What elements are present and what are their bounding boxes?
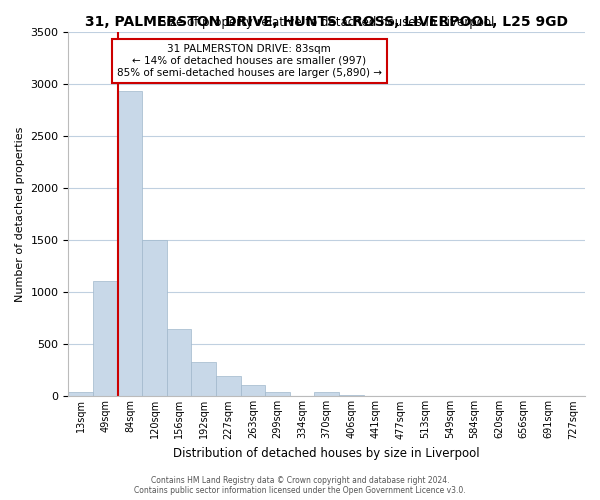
Bar [314, 392, 339, 396]
Title: 31, PALMERSTON DRIVE, HUNTS CROSS, LIVERPOOL, L25 9GD: 31, PALMERSTON DRIVE, HUNTS CROSS, LIVER… [85, 15, 568, 29]
Bar [191, 362, 216, 396]
Text: Contains HM Land Registry data © Crown copyright and database right 2024.
Contai: Contains HM Land Registry data © Crown c… [134, 476, 466, 495]
Bar [265, 392, 290, 396]
Bar [339, 395, 364, 396]
Text: Size of property relative to detached houses in Liverpool: Size of property relative to detached ho… [159, 16, 494, 28]
Bar [241, 386, 265, 396]
X-axis label: Distribution of detached houses by size in Liverpool: Distribution of detached houses by size … [173, 447, 480, 460]
Y-axis label: Number of detached properties: Number of detached properties [15, 126, 25, 302]
Bar [216, 376, 241, 396]
Bar [118, 91, 142, 396]
Bar [93, 280, 118, 396]
Text: 31 PALMERSTON DRIVE: 83sqm
← 14% of detached houses are smaller (997)
85% of sem: 31 PALMERSTON DRIVE: 83sqm ← 14% of deta… [117, 44, 382, 78]
Bar [142, 240, 167, 396]
Bar [167, 328, 191, 396]
Bar [68, 392, 93, 396]
